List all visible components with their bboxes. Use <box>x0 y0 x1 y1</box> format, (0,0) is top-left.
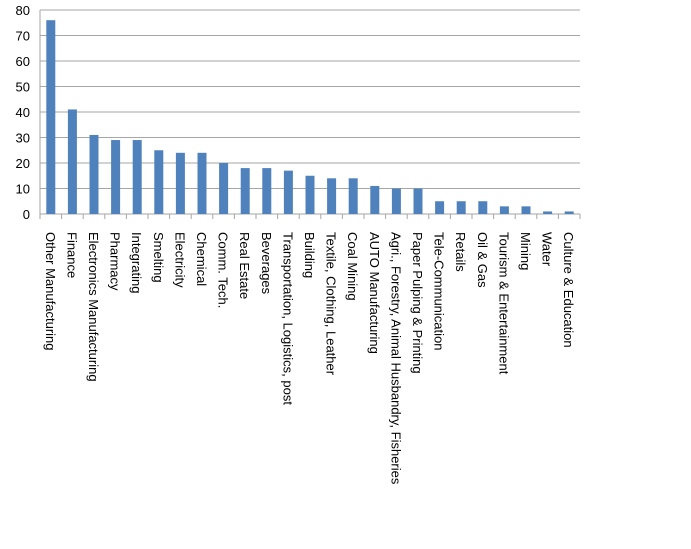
x-tick-label: Real Estate <box>237 232 252 299</box>
x-tick-label: Transportation, Logistics, post <box>280 232 295 405</box>
bar <box>175 152 185 214</box>
bar <box>521 206 531 214</box>
x-tick-label: Coal Mining <box>345 232 360 301</box>
x-tick-label: Other Manufacturing <box>43 232 58 351</box>
x-tick-label: Agri., Forestry, Animal Husbandry, Fishe… <box>388 232 403 485</box>
bar <box>305 175 315 214</box>
y-tick-label: 80 <box>16 3 30 18</box>
bar <box>197 152 207 214</box>
bar <box>132 140 142 214</box>
x-tick-label: Finance <box>64 232 79 278</box>
x-tick-label: Oil & Gas <box>475 232 490 288</box>
bar <box>240 168 250 214</box>
x-tick-label: Comm. Tech. <box>216 232 231 308</box>
x-tick-label: Retails <box>453 232 468 272</box>
x-tick-label: AUTO Manufacturing <box>367 232 382 354</box>
x-tick-label: Integrating <box>129 232 144 293</box>
y-tick-label: 20 <box>16 156 30 171</box>
y-tick-label: 0 <box>23 207 30 222</box>
x-tick-label: Chemical <box>194 232 209 286</box>
bar <box>219 163 229 214</box>
x-tick-label: Tele-Communication <box>432 232 447 351</box>
bar <box>262 168 272 214</box>
x-tick-label: Electricity <box>172 232 187 288</box>
x-tick-label: Culture & Education <box>561 232 576 348</box>
bar <box>89 134 99 214</box>
bar <box>456 201 466 214</box>
x-tick-label: Textile, Clothing, Leather <box>324 232 339 376</box>
y-tick-label: 10 <box>16 182 30 197</box>
bar <box>391 188 401 214</box>
x-tick-label: Paper Pulping & Printing <box>410 232 425 374</box>
bar <box>435 201 445 214</box>
bar <box>370 185 380 214</box>
x-tick-label: Tourism & Entertainment <box>496 232 511 375</box>
x-tick-label: Smelting <box>151 232 166 283</box>
x-tick-label: Building <box>302 232 317 278</box>
bar <box>543 211 553 214</box>
bar <box>154 150 164 214</box>
bar <box>327 178 337 214</box>
bar <box>46 20 56 215</box>
y-tick-label: 50 <box>16 80 30 95</box>
bar <box>413 188 423 214</box>
x-tick-label: Pharmacy <box>108 232 123 291</box>
y-tick-label: 30 <box>16 131 30 146</box>
y-tick-label: 40 <box>16 105 30 120</box>
x-tick-label: Mining <box>518 232 533 270</box>
bar <box>348 178 358 214</box>
y-tick-label: 60 <box>16 54 30 69</box>
x-tick-label: Beverages <box>259 232 274 295</box>
x-tick-label: Electronics Manufacturing <box>86 232 101 382</box>
bar <box>111 140 121 214</box>
bar <box>564 211 574 214</box>
y-tick-label: 70 <box>16 29 30 44</box>
bar <box>67 109 77 214</box>
x-tick-label: Water <box>540 232 555 267</box>
bar <box>499 206 509 214</box>
bar <box>478 201 488 214</box>
bar <box>283 170 293 214</box>
